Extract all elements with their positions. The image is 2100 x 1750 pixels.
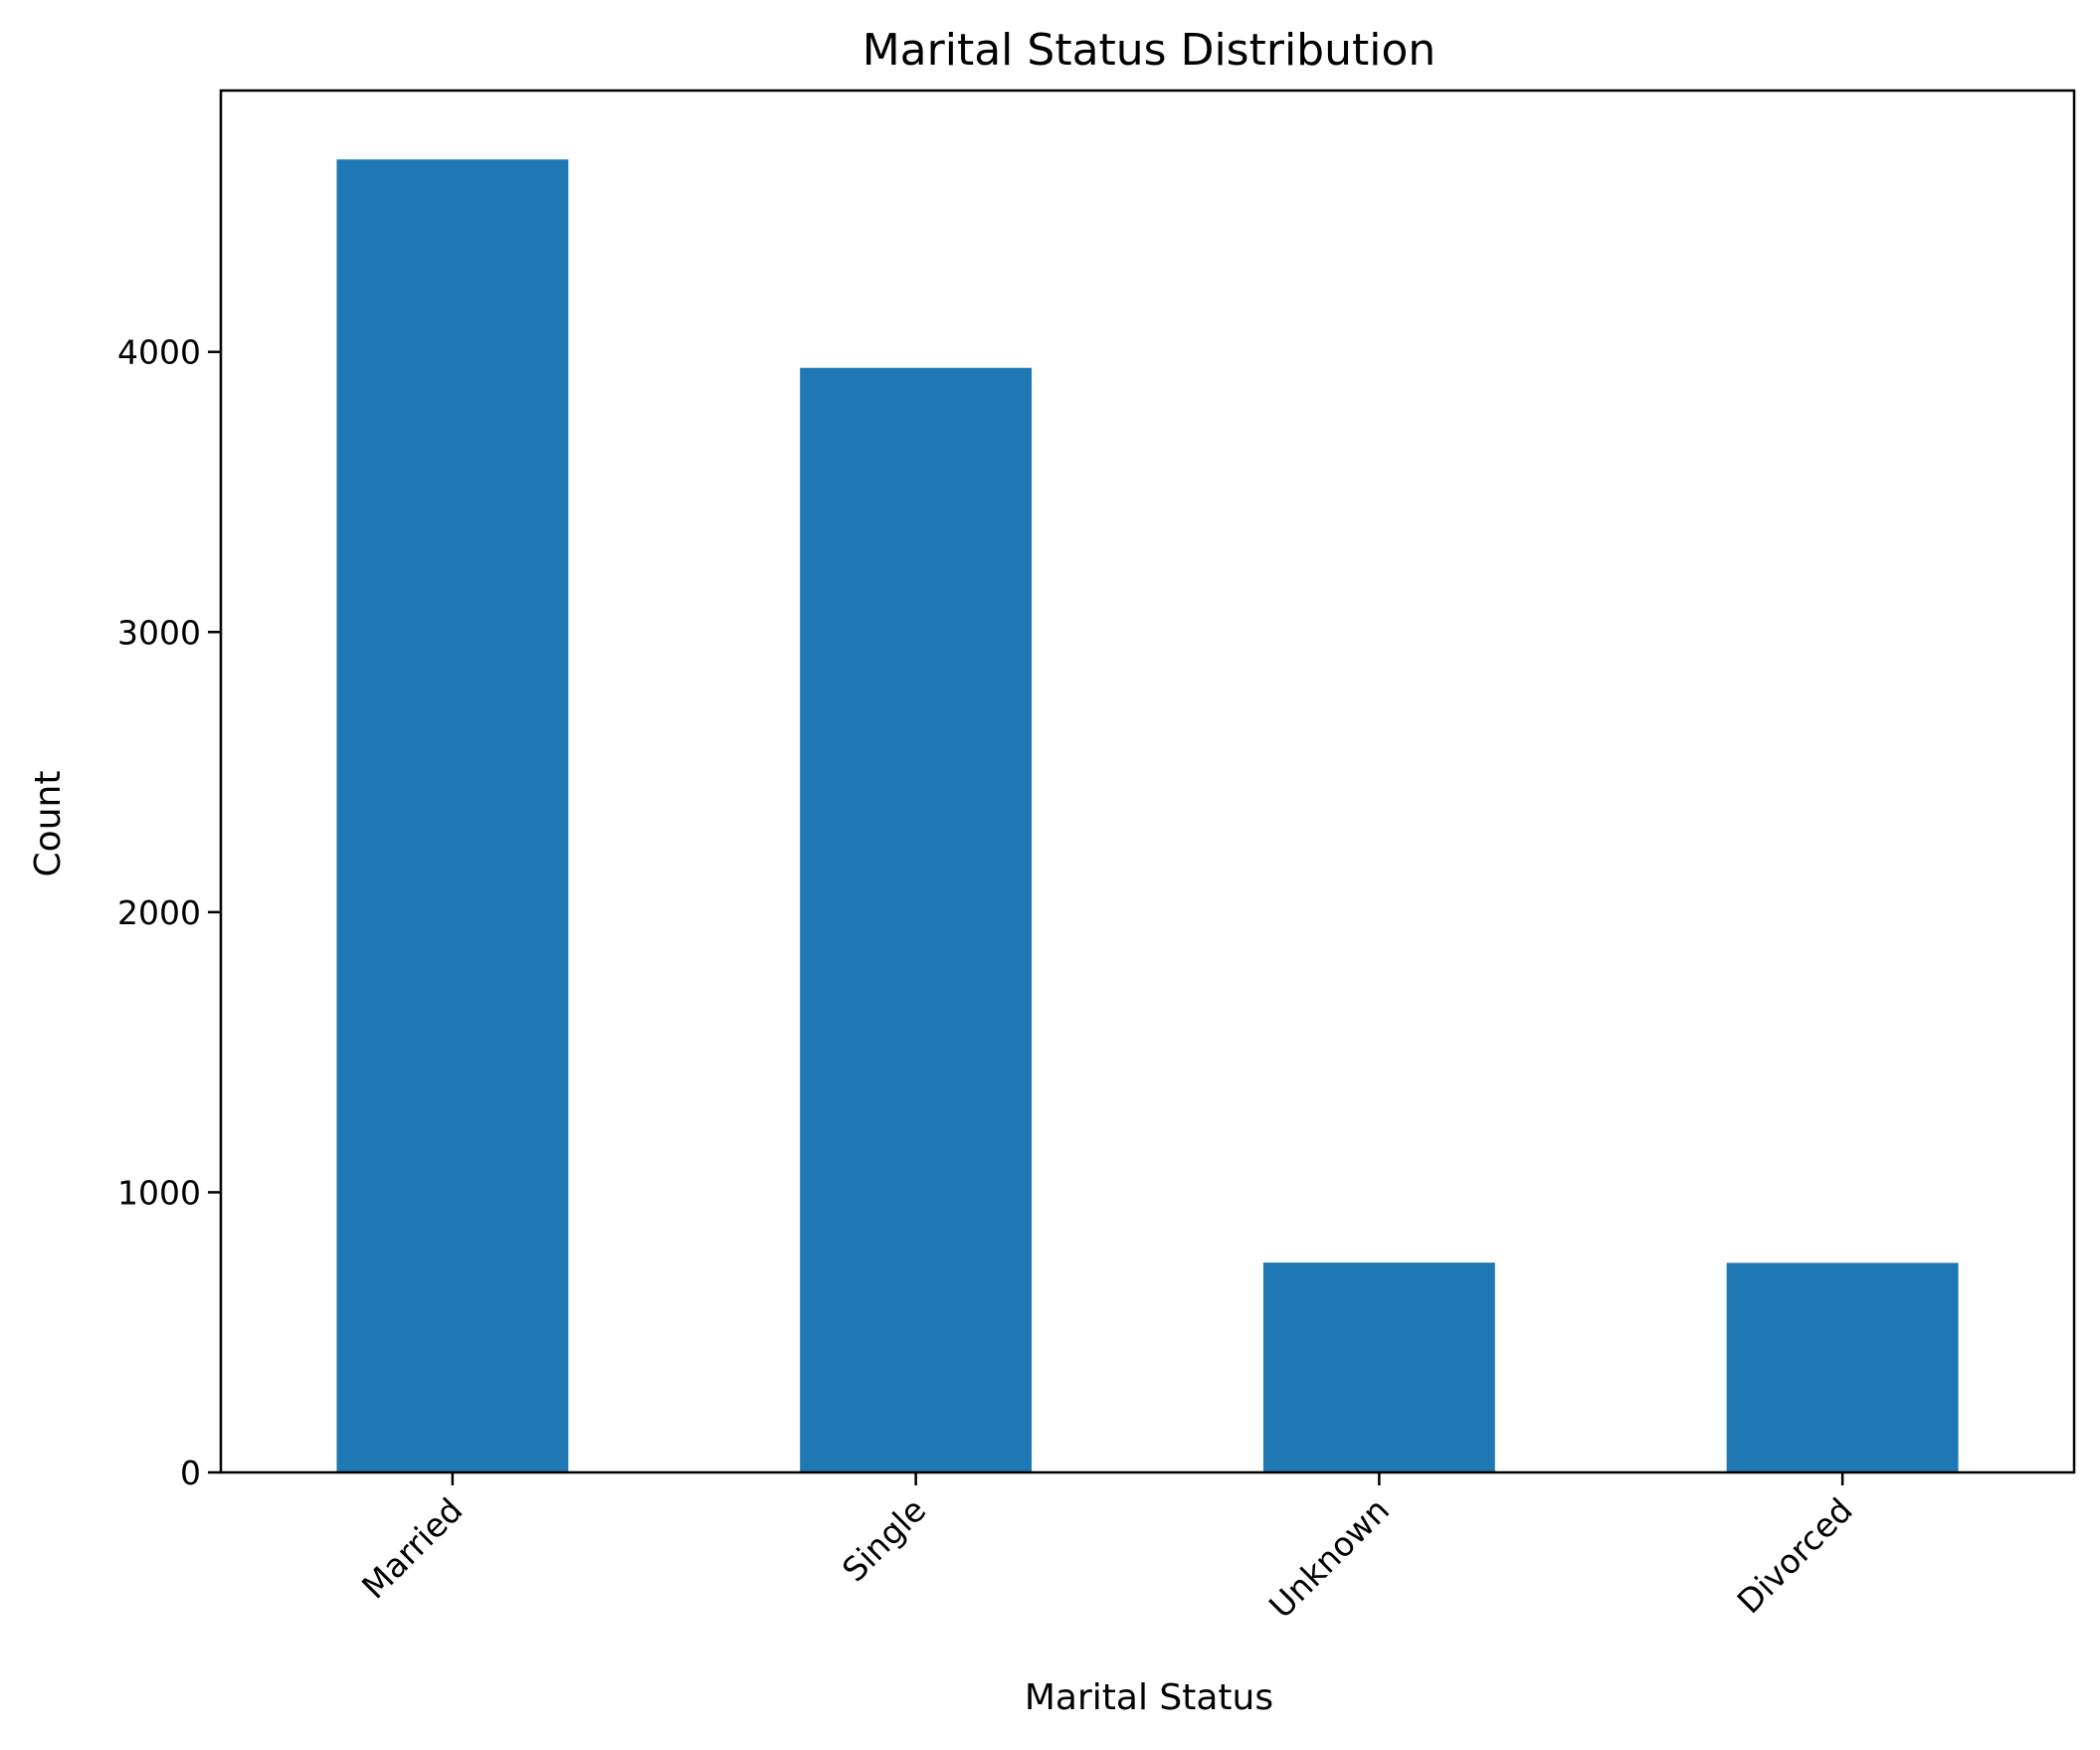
bar-married bbox=[336, 159, 569, 1473]
bar-divorced bbox=[1726, 1263, 1959, 1472]
x-axis-label: Marital Status bbox=[1025, 1677, 1273, 1718]
bar-unknown bbox=[1262, 1263, 1495, 1472]
y-tick-label: 3000 bbox=[117, 613, 201, 652]
y-tick-label: 2000 bbox=[117, 893, 201, 932]
chart-title: Marital Status Distribution bbox=[862, 25, 1436, 76]
y-axis-ticks: 0 1000 2000 3000 4000 bbox=[117, 333, 221, 1492]
bar-single bbox=[800, 367, 1033, 1473]
bars-group bbox=[336, 159, 1959, 1473]
y-axis-label: Count bbox=[28, 771, 69, 877]
y-tick-label: 0 bbox=[180, 1454, 201, 1492]
plot-frame bbox=[219, 89, 2076, 1474]
y-tick-label: 4000 bbox=[117, 333, 201, 372]
y-tick-label: 1000 bbox=[117, 1173, 201, 1212]
